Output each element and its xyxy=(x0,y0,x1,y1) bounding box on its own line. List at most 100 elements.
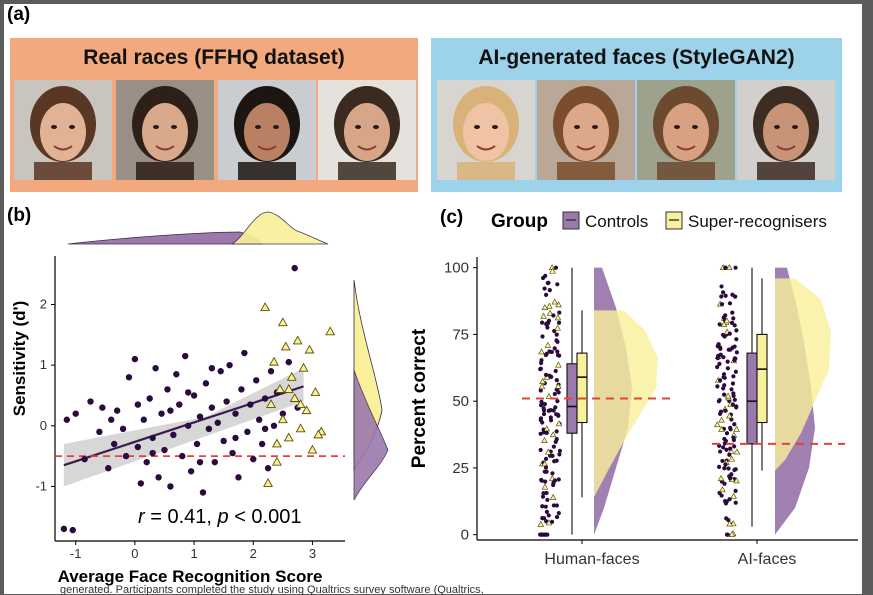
shoulders xyxy=(557,162,615,180)
x-axis-label: Average Face Recognition Score xyxy=(58,567,323,586)
y-tick-label: 2 xyxy=(40,297,47,312)
human-control-point xyxy=(543,465,549,470)
y-tick-label: -1 xyxy=(35,478,47,493)
human-control-point xyxy=(539,399,544,404)
control-point xyxy=(250,455,257,463)
human-super-point xyxy=(544,341,552,348)
human-control-point xyxy=(544,490,549,496)
human-control-point xyxy=(542,532,547,537)
control-point xyxy=(179,452,186,460)
eye-left xyxy=(255,125,261,129)
control-point xyxy=(229,449,236,457)
mouth xyxy=(776,145,796,151)
ai-control-point xyxy=(724,516,729,521)
marginal-density-y xyxy=(353,279,389,501)
human-control-point xyxy=(555,353,561,358)
ai-control-point xyxy=(720,458,725,464)
ai-control-point xyxy=(717,411,723,416)
human-control-point xyxy=(544,430,549,435)
control-point xyxy=(119,425,127,433)
control-point xyxy=(167,483,174,490)
face-shape xyxy=(563,103,609,161)
human-super-point xyxy=(540,312,547,319)
control-point xyxy=(217,368,224,375)
legend-super-label: Super-recognisers xyxy=(688,212,827,231)
human-control-point xyxy=(546,318,552,323)
legend-title: Group xyxy=(491,211,548,232)
shoulders xyxy=(657,162,715,180)
y-axis-label: Sensitivity (d') xyxy=(10,301,29,417)
human-control-point xyxy=(553,265,559,270)
human-control-point xyxy=(543,352,548,358)
ai-control-point xyxy=(720,290,726,295)
ai-control-point xyxy=(730,381,736,386)
super-recogniser-point xyxy=(283,383,294,393)
eye-right xyxy=(692,125,698,129)
human-control-point xyxy=(556,477,561,482)
face-shape xyxy=(142,103,188,161)
legend: Group Controls Super-recognisers xyxy=(491,211,827,232)
ai-super-point xyxy=(728,455,736,462)
ai-control-point xyxy=(723,438,728,444)
ai-super-point xyxy=(725,264,733,270)
human-control-point xyxy=(557,448,563,453)
control-point xyxy=(261,425,269,433)
human-control-point xyxy=(538,447,543,453)
human-control-point xyxy=(540,275,546,281)
human-control-point xyxy=(547,288,552,293)
eye-left xyxy=(153,125,159,129)
ai-super-point xyxy=(733,448,741,455)
human-control-point xyxy=(538,416,544,421)
human-control-point xyxy=(549,519,555,524)
human-control-point xyxy=(546,513,551,518)
face-ai-4 xyxy=(737,80,835,180)
human-control-point xyxy=(551,503,556,508)
human-control-point xyxy=(541,491,546,496)
control-point xyxy=(247,401,254,408)
ai-super-point xyxy=(713,421,721,428)
human-super-point xyxy=(555,301,562,308)
density-x-super xyxy=(230,211,329,245)
face-shape xyxy=(344,103,390,161)
control-point xyxy=(60,525,68,533)
human-super-point xyxy=(545,302,553,309)
ai-super-point xyxy=(718,425,725,432)
ai-control-point xyxy=(727,497,732,502)
ai-control-point xyxy=(717,449,723,454)
ai-control-point xyxy=(729,387,734,392)
shoulders xyxy=(457,162,515,180)
human-super-point xyxy=(554,314,562,321)
human-control-point xyxy=(538,366,543,371)
cloud-super-ai xyxy=(775,278,831,471)
control-point xyxy=(267,368,275,375)
human-control-point xyxy=(556,320,562,325)
control-point xyxy=(69,526,76,534)
human-control-point xyxy=(555,399,560,404)
eye-right xyxy=(492,125,498,129)
ai-control-point xyxy=(724,499,729,504)
correlation-stat: r = 0.41, p < 0.001 xyxy=(138,506,301,528)
human-super-point xyxy=(538,348,545,355)
human-control-point xyxy=(554,412,559,417)
legend-controls-label: Controls xyxy=(585,212,648,231)
ai-control-point xyxy=(732,323,737,328)
control-point xyxy=(134,401,142,408)
human-control-point xyxy=(538,403,544,408)
real-faces-title: Real races (FFHQ dataset) xyxy=(83,46,345,69)
ai-control-point xyxy=(730,292,735,297)
ai-control-point xyxy=(715,344,720,349)
human-control-point xyxy=(557,452,562,457)
human-control-point xyxy=(540,504,545,509)
super-recogniser-point xyxy=(271,438,282,448)
eye-right xyxy=(273,125,279,129)
human-control-point xyxy=(551,408,556,413)
ai-control-point xyxy=(731,435,736,440)
human-super-point xyxy=(541,436,548,443)
eye-left xyxy=(574,125,580,129)
shoulders xyxy=(34,162,92,180)
human-control-point xyxy=(542,469,547,474)
human-control-point xyxy=(550,471,555,476)
ai-control-point xyxy=(727,331,732,336)
human-control-point xyxy=(541,408,547,413)
